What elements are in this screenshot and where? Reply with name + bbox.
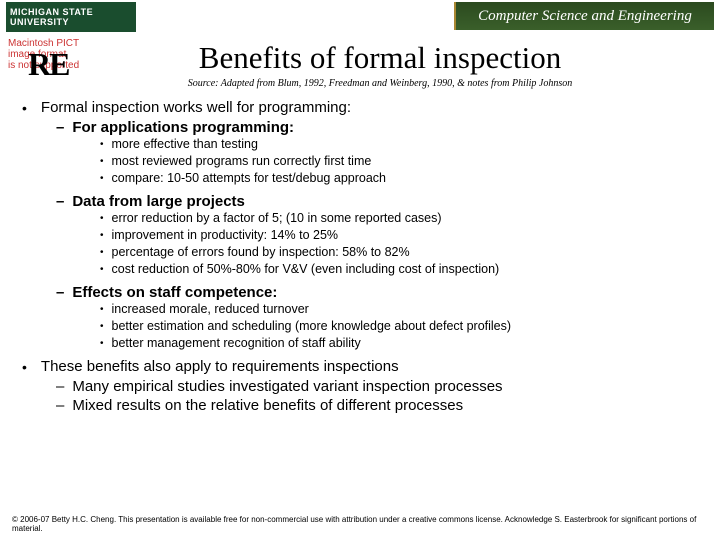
text: Effects on staff competence: <box>72 284 277 301</box>
text: error reduction by a factor of 5; (10 in… <box>112 210 442 227</box>
bullet-l3: •improvement in productivity: 14% to 25% <box>100 227 702 244</box>
bullet-l3: •percentage of errors found by inspectio… <box>100 244 702 261</box>
bullet-l1: •These benefits also apply to requiremen… <box>22 358 702 376</box>
slide-title: Benefits of formal inspection <box>40 40 720 76</box>
header-bar: MICHIGAN STATE UNIVERSITY Computer Scien… <box>0 0 720 34</box>
bullet-l2: –Many empirical studies investigated var… <box>56 378 702 395</box>
text: most reviewed programs run correctly fir… <box>112 153 372 170</box>
text: Many empirical studies investigated vari… <box>72 378 502 395</box>
re-logo: RE <box>28 46 68 83</box>
source-line: Source: Adapted from Blum, 1992, Freedma… <box>40 78 720 89</box>
text: cost reduction of 50%-80% for V&V (even … <box>112 261 500 278</box>
text: compare: 10-50 attempts for test/debug a… <box>112 170 386 187</box>
footer: © 2006-07 Betty H.C. Cheng. This present… <box>12 515 708 534</box>
text: improvement in productivity: 14% to 25% <box>112 227 339 244</box>
text: increased morale, reduced turnover <box>112 301 309 318</box>
bullet-l3: •increased morale, reduced turnover <box>100 301 702 318</box>
bullet-l3: •better estimation and scheduling (more … <box>100 318 702 335</box>
text: better estimation and scheduling (more k… <box>112 318 512 335</box>
bullet-l2: –Effects on staff competence: <box>56 284 702 301</box>
bullet-l2: –For applications programming: <box>56 119 702 136</box>
bullet-l3: •more effective than testing <box>100 136 702 153</box>
bullet-l3: •cost reduction of 50%-80% for V&V (even… <box>100 261 702 278</box>
text: Data from large projects <box>72 193 245 210</box>
text: For applications programming: <box>72 119 294 136</box>
text: more effective than testing <box>112 136 258 153</box>
bullet-l3: •error reduction by a factor of 5; (10 i… <box>100 210 702 227</box>
bullet-l3: •compare: 10-50 attempts for test/debug … <box>100 170 702 187</box>
text: percentage of errors found by inspection… <box>112 244 410 261</box>
text: better management recognition of staff a… <box>112 335 361 352</box>
bullet-l2: –Mixed results on the relative benefits … <box>56 397 702 414</box>
bullet-l2: –Data from large projects <box>56 193 702 210</box>
bullet-l1: •Formal inspection works well for progra… <box>22 99 702 117</box>
bullet-l3: •better management recognition of staff … <box>100 335 702 352</box>
bullet-l3: •most reviewed programs run correctly fi… <box>100 153 702 170</box>
content: •Formal inspection works well for progra… <box>18 99 702 414</box>
text: Formal inspection works well for program… <box>41 99 351 117</box>
msu-logo: MICHIGAN STATE UNIVERSITY <box>6 2 136 32</box>
cse-logo: Computer Science and Engineering <box>454 2 714 30</box>
text: Mixed results on the relative benefits o… <box>72 397 463 414</box>
text: These benefits also apply to requirement… <box>41 358 399 376</box>
